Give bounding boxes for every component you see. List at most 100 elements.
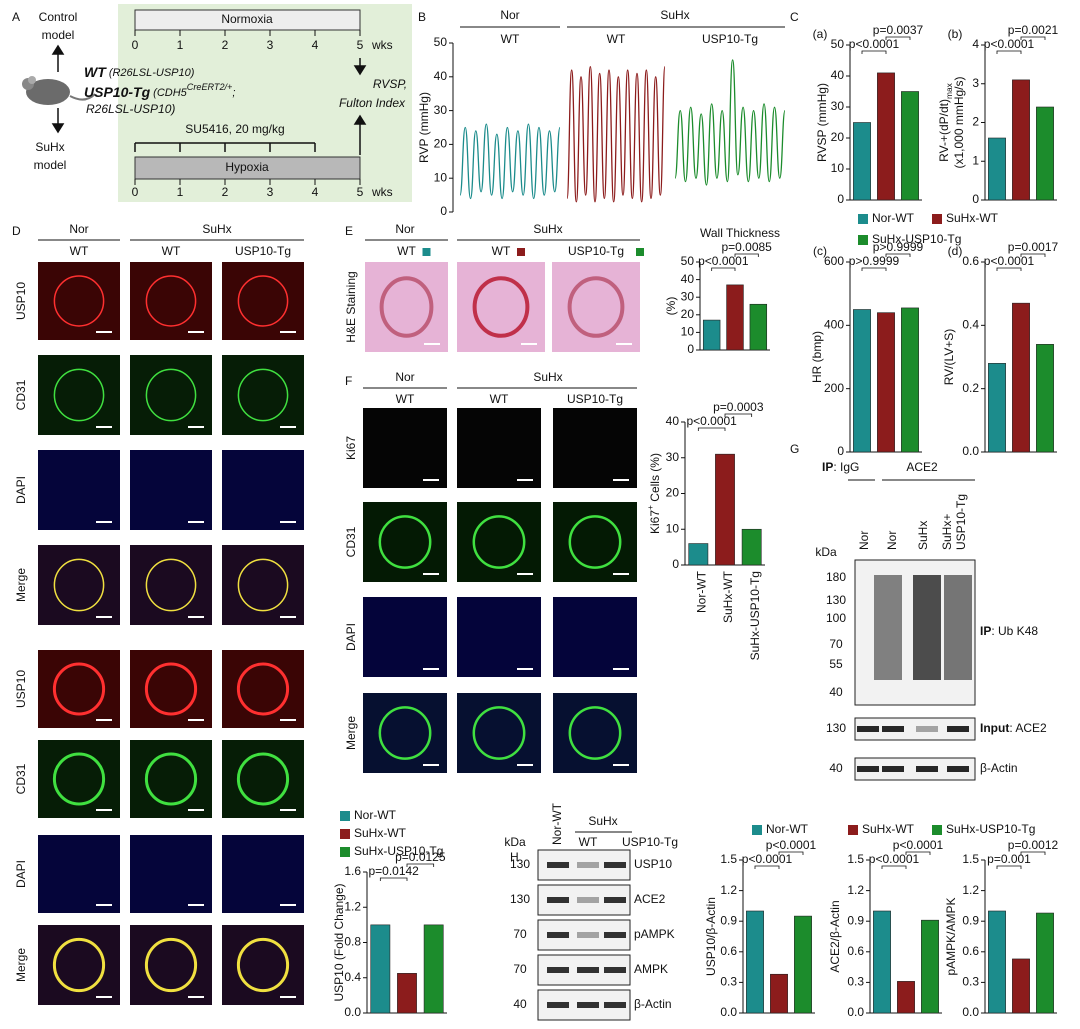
y-tick-label: 4 xyxy=(972,37,979,51)
micrograph-vessel xyxy=(237,558,289,612)
group-header: Nor xyxy=(69,222,88,236)
blot-label: IP: Ub K48 xyxy=(980,624,1038,638)
y-tick-label: 2 xyxy=(972,115,979,129)
column-header: USP10-Tg xyxy=(567,392,623,406)
micrograph xyxy=(553,408,637,488)
lane-label: Nor-WT xyxy=(550,802,564,845)
row-label: DAPI xyxy=(14,476,28,504)
genotype-label: R26LSL-USP10) xyxy=(86,102,175,116)
micrograph-vessel xyxy=(378,515,432,569)
bar xyxy=(853,309,871,453)
hypoxia-bar xyxy=(134,156,361,180)
y-tick-label: 20 xyxy=(681,307,695,321)
y-axis-label: pAMPK/AMPK xyxy=(944,897,958,975)
panel-letter: H xyxy=(510,850,519,864)
micrograph xyxy=(38,650,120,728)
group-header: SuHx xyxy=(660,8,689,22)
y-axis-label: (%) xyxy=(664,297,678,316)
label-part: + xyxy=(645,505,655,510)
bar xyxy=(897,981,915,1014)
blot-band xyxy=(947,726,969,732)
blot-band xyxy=(604,932,626,938)
micrograph xyxy=(222,835,304,913)
timeline-tick-label: 1 xyxy=(177,185,184,199)
micrograph xyxy=(457,597,541,677)
timeline-tick-label: 0 xyxy=(132,185,139,199)
y-tick-label: 20 xyxy=(434,137,448,151)
ip-label: ACE2 xyxy=(906,460,938,474)
marker-label: 130 xyxy=(510,892,530,906)
significance-bracket xyxy=(1020,36,1046,40)
subpanel-label: (d) xyxy=(948,244,963,258)
label-part: (R26LSL-USP10) xyxy=(106,67,195,79)
micrograph-vessel xyxy=(378,706,432,760)
p-value: p=0.001 xyxy=(987,852,1031,866)
bar xyxy=(901,91,919,201)
bar xyxy=(702,319,721,351)
blot-smear xyxy=(913,575,941,680)
y-tick-label: 10 xyxy=(681,325,695,339)
micrograph xyxy=(553,502,637,582)
significance-bracket xyxy=(724,413,753,417)
bar xyxy=(794,915,812,1014)
y-tick-label: 3 xyxy=(972,76,979,90)
row-label: Merge xyxy=(344,716,358,750)
legend-swatch xyxy=(858,235,868,245)
significance-bracket xyxy=(754,865,780,869)
legend-label: SuHx-USP10-Tg xyxy=(354,844,443,858)
micrograph xyxy=(457,408,541,488)
lane-label: USP10-Tg xyxy=(954,494,968,550)
model-label: SuHx xyxy=(35,140,64,154)
micrograph xyxy=(222,650,304,728)
y-tick-label: 0 xyxy=(972,192,979,206)
bar xyxy=(397,973,417,1014)
micrograph-vessel xyxy=(145,275,197,327)
blot-band xyxy=(916,766,938,772)
micrograph xyxy=(130,450,212,530)
color-key xyxy=(636,248,644,256)
significance-bracket xyxy=(996,865,1022,869)
y-tick-label: 30 xyxy=(666,450,680,464)
marker-label: 70 xyxy=(513,927,527,941)
marker-label: 130 xyxy=(826,721,846,735)
micrograph xyxy=(130,545,212,625)
label-part: Input xyxy=(980,721,1009,735)
p-value: p<0.0001 xyxy=(766,838,817,852)
blot-band xyxy=(577,897,599,903)
group-header: Nor xyxy=(500,8,519,22)
condition-label: Normoxia xyxy=(221,12,273,26)
label-part: CreERT2/+ xyxy=(187,82,233,92)
y-axis-label: RVSP (mmHg) xyxy=(815,83,829,162)
legend-swatch xyxy=(848,825,858,835)
y-tick-label: 0.6 xyxy=(962,254,979,268)
bar xyxy=(988,910,1006,1014)
micrograph xyxy=(363,597,447,677)
y-tick-label: 40 xyxy=(434,69,448,83)
y-tick-label: 0.9 xyxy=(847,913,864,927)
bar xyxy=(877,312,895,453)
readout-label: RVSP, xyxy=(373,77,407,91)
blot-band xyxy=(547,862,569,868)
y-tick-label: 1.2 xyxy=(344,899,361,913)
lane-label: Nor xyxy=(885,531,899,550)
p-value: p<0.0001 xyxy=(893,838,944,852)
p-value: p<0.0001 xyxy=(698,254,749,268)
legend-label: Nor-WT xyxy=(766,822,809,836)
mouse-icon xyxy=(22,76,96,105)
blot-band xyxy=(604,967,626,973)
p-value: p=0.0021 xyxy=(1008,23,1059,37)
micrograph-vessel xyxy=(236,937,290,993)
micrograph xyxy=(222,262,304,340)
micrograph xyxy=(38,355,120,435)
column-header: USP10-Tg xyxy=(235,244,291,258)
micrograph xyxy=(38,925,120,1005)
label-part: (CDH5 xyxy=(150,87,188,99)
legend-label: WT xyxy=(501,32,520,46)
y-axis-label: RV/(LV+S) xyxy=(942,329,956,386)
micrograph-vessel xyxy=(145,558,197,612)
blot-band xyxy=(857,726,879,732)
timeline-tick-label: 0 xyxy=(132,38,139,52)
x-tick-label: Nor-WT xyxy=(695,570,709,613)
y-tick-label: 30 xyxy=(434,103,448,117)
